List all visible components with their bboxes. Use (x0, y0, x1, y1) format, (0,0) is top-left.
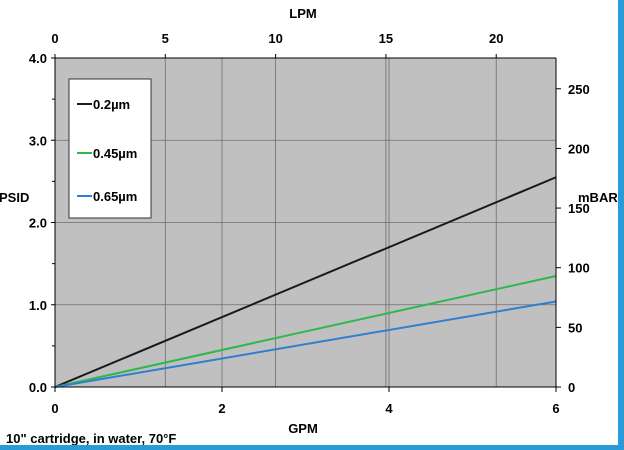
tick-labels: 0.01.02.03.04.00 5 10 15 200 2 4 60501001502002… (29, 31, 590, 416)
y-tick-label: 0.0 (29, 380, 47, 395)
y2-tick-label: 100 (568, 261, 590, 276)
y-tick-label: 3.0 (29, 133, 47, 148)
x2-tick-label: 10 (268, 31, 282, 46)
y-axis-label: PSID (0, 190, 29, 205)
legend-label-0-65um: 0.65µm (93, 189, 137, 204)
series-lines (54, 176, 557, 388)
y2-tick-label: 0 (568, 380, 575, 395)
axes (51, 54, 561, 392)
series-line-0 (54, 176, 557, 388)
x2-tick-label: 0 (51, 31, 58, 46)
y2-tick-label: 250 (568, 82, 590, 97)
y2-tick-label: 150 (568, 201, 590, 216)
x-tick-label: 2 (218, 401, 225, 416)
x2-axis-label: LPM (289, 6, 316, 21)
chart-note: 10" cartridge, in water, 70°F (6, 431, 176, 445)
legend: 0.2µm 0.45µm 0.65µm (68, 78, 152, 219)
frame-border-bottom (0, 445, 624, 450)
x-tick-label: 6 (552, 401, 559, 416)
y2-tick-label: 200 (568, 141, 590, 156)
x-tick-label: 0 (51, 401, 58, 416)
pressure-drop-chart: 0.01.02.03.04.00 5 10 15 200 2 4 60501001502002… (0, 6, 618, 445)
legend-box (68, 78, 152, 219)
legend-label-0-2um: 0.2µm (93, 97, 130, 112)
x2-tick-label: 20 (489, 31, 503, 46)
series-line-1 (54, 274, 557, 388)
frame-border-right (618, 0, 624, 450)
x2-tick-label: 15 (379, 31, 393, 46)
x-tick-label: 4 (385, 401, 393, 416)
y2-axis-label: mBAR (578, 190, 618, 205)
legend-label-0-45um: 0.45µm (93, 146, 137, 161)
y-tick-label: 4.0 (29, 51, 47, 66)
x-axis-label: GPM (288, 421, 318, 436)
x2-tick-label: 5 (162, 31, 169, 46)
series-line-2 (54, 300, 557, 388)
y-tick-label: 1.0 (29, 298, 47, 313)
y-tick-label: 2.0 (29, 216, 47, 231)
y2-tick-label: 50 (568, 320, 582, 335)
